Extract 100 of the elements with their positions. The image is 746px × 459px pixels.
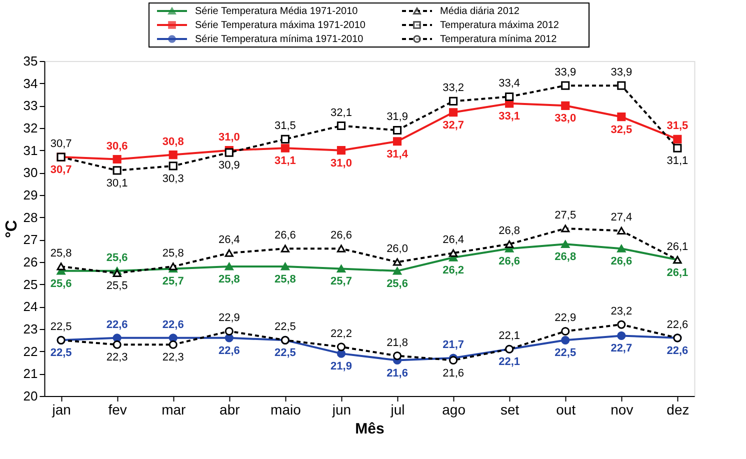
data-label: 26,6 bbox=[498, 256, 520, 268]
data-label: 31,4 bbox=[386, 148, 409, 160]
data-label: 33,1 bbox=[498, 110, 520, 122]
data-label: 25,7 bbox=[330, 276, 352, 288]
legend-label: Série Temperatura Média 1971-2010 bbox=[195, 6, 358, 17]
y-tick-label: 26 bbox=[23, 254, 38, 270]
data-label: 22,6 bbox=[666, 318, 688, 331]
y-tick-label: 22 bbox=[23, 344, 38, 359]
data-label: 21,7 bbox=[442, 339, 464, 352]
data-label: 22,2 bbox=[330, 328, 352, 340]
data-label: 31,0 bbox=[218, 131, 240, 144]
y-tick-label: 27 bbox=[23, 232, 38, 248]
x-tick-label: abr bbox=[220, 402, 240, 418]
legend-label: Temperatura mínima 2012 bbox=[440, 34, 558, 45]
x-tick-label: jul bbox=[390, 402, 405, 418]
data-label: 30,8 bbox=[162, 136, 184, 148]
data-label: 21,6 bbox=[442, 367, 464, 380]
data-label: 27,5 bbox=[554, 210, 576, 222]
y-tick-label: 30 bbox=[23, 165, 38, 180]
data-label: 22,5 bbox=[50, 347, 72, 360]
data-label: 25,8 bbox=[274, 273, 296, 286]
data-label: 30,1 bbox=[106, 177, 128, 190]
y-tick-label: 23 bbox=[23, 322, 38, 336]
data-label: 26,6 bbox=[274, 230, 296, 242]
data-label: 25,5 bbox=[106, 280, 128, 292]
data-label: 30,6 bbox=[106, 140, 128, 152]
x-axis-title: Mês bbox=[355, 420, 384, 438]
data-label: 33,4 bbox=[498, 78, 520, 90]
data-label: 30,3 bbox=[162, 172, 184, 185]
y-tick-label: 33 bbox=[23, 98, 38, 114]
data-label: 33,9 bbox=[610, 66, 632, 79]
data-label: 30,9 bbox=[218, 160, 240, 172]
data-label: 32,5 bbox=[610, 124, 632, 136]
data-label: 22,1 bbox=[498, 330, 520, 342]
data-label: 26,8 bbox=[498, 225, 520, 238]
data-label: 26,6 bbox=[610, 256, 632, 268]
data-label: 22,6 bbox=[106, 318, 128, 331]
y-tick-label: 21 bbox=[23, 366, 38, 382]
y-tick-label: 32 bbox=[23, 120, 38, 136]
y-tick-label: 24 bbox=[23, 299, 38, 314]
x-tick-label: set bbox=[500, 402, 520, 418]
y-tick-label: 31 bbox=[23, 142, 38, 158]
legend-label: Média diária 2012 bbox=[440, 6, 520, 17]
data-label: 22,9 bbox=[554, 312, 576, 324]
data-label: 26,1 bbox=[666, 266, 688, 279]
data-label: 22,9 bbox=[218, 312, 240, 324]
data-label: 25,8 bbox=[218, 273, 240, 286]
y-tick-label: 28 bbox=[23, 210, 38, 225]
data-label: 26,6 bbox=[330, 230, 352, 242]
legend-label: Série Temperatura mínima 1971-2010 bbox=[195, 34, 364, 45]
data-label: 22,6 bbox=[162, 318, 184, 331]
legend-label: Temperatura máxima 2012 bbox=[440, 20, 560, 31]
data-label: 31,1 bbox=[666, 155, 688, 168]
y-tick-label: 20 bbox=[23, 388, 38, 404]
data-label: 33,0 bbox=[554, 112, 576, 125]
data-label: 26,8 bbox=[554, 251, 576, 264]
x-tick-label: dez bbox=[666, 402, 690, 418]
x-tick-label: jun bbox=[331, 402, 352, 418]
y-tick-label: 34 bbox=[23, 76, 38, 91]
data-label: 32,7 bbox=[442, 119, 464, 132]
data-label: 33,2 bbox=[442, 82, 464, 94]
data-label: 22,5 bbox=[274, 347, 296, 360]
data-label: 22,7 bbox=[610, 342, 632, 355]
data-label: 31,5 bbox=[274, 120, 296, 132]
data-label: 25,6 bbox=[106, 252, 128, 264]
x-tick-label: fev bbox=[108, 402, 127, 418]
data-label: 26,4 bbox=[218, 234, 240, 246]
data-label: 33,9 bbox=[554, 66, 576, 79]
x-tick-label: ago bbox=[442, 402, 466, 418]
data-label: 22,5 bbox=[274, 321, 296, 334]
data-label: 22,3 bbox=[106, 352, 128, 364]
data-label: 25,7 bbox=[162, 276, 184, 288]
data-label: 31,9 bbox=[386, 111, 408, 124]
y-tick-label: 35 bbox=[23, 54, 38, 68]
data-label: 31,1 bbox=[274, 155, 296, 168]
data-label: 25,8 bbox=[50, 247, 72, 260]
data-label: 23,2 bbox=[610, 306, 632, 318]
y-tick-label: 29 bbox=[23, 188, 38, 202]
data-label: 25,6 bbox=[386, 278, 408, 290]
data-label: 30,7 bbox=[50, 164, 72, 176]
legend-label: Série Temperatura máxima 1971-2010 bbox=[195, 20, 366, 31]
x-tick-label: mar bbox=[162, 402, 186, 418]
data-label: 21,6 bbox=[386, 367, 408, 380]
data-label: 26,1 bbox=[666, 240, 688, 253]
data-label: 22,5 bbox=[50, 321, 72, 334]
data-label: 21,8 bbox=[386, 336, 408, 349]
data-label: 25,8 bbox=[162, 247, 184, 260]
data-label: 22,3 bbox=[162, 352, 184, 364]
y-tick-label: 25 bbox=[23, 276, 38, 292]
data-label: 32,1 bbox=[330, 106, 352, 119]
x-tick-label: maio bbox=[270, 402, 302, 418]
data-label: 22,1 bbox=[498, 356, 520, 368]
data-label: 31,5 bbox=[666, 120, 688, 132]
data-label: 21,9 bbox=[330, 360, 352, 373]
data-label: 30,7 bbox=[50, 138, 72, 150]
x-tick-label: nov bbox=[610, 402, 634, 418]
y-axis-title: °C bbox=[3, 220, 20, 238]
data-label: 26,0 bbox=[386, 243, 408, 255]
data-label: 26,2 bbox=[442, 264, 464, 277]
x-tick-label: jan bbox=[51, 402, 71, 418]
